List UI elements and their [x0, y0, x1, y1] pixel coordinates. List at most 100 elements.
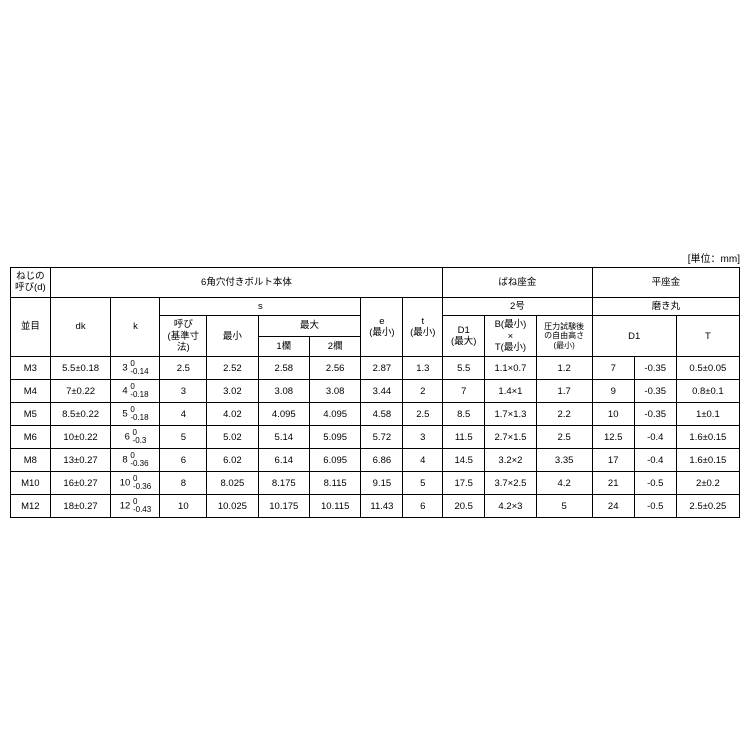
- cell: 8.115: [309, 472, 360, 495]
- h-bt: B(最小) × T(最小): [485, 316, 536, 357]
- cell: 8.5: [443, 403, 485, 426]
- cell: 8.5±0.22: [50, 403, 111, 426]
- cell: 10.175: [258, 495, 309, 518]
- cell: 20.5: [443, 495, 485, 518]
- cell: M5: [11, 403, 51, 426]
- cell: 4.02: [207, 403, 258, 426]
- h-k: k: [111, 297, 160, 357]
- cell: 4 0-0.18: [111, 380, 160, 403]
- cell: 9: [592, 380, 634, 403]
- cell: 6: [403, 495, 443, 518]
- cell: 6.095: [309, 449, 360, 472]
- cell: 5.14: [258, 426, 309, 449]
- cell: 10.115: [309, 495, 360, 518]
- cell: 7: [592, 357, 634, 380]
- cell: 5: [160, 426, 207, 449]
- cell: 24: [592, 495, 634, 518]
- cell: 9.15: [361, 472, 403, 495]
- cell: -0.4: [634, 426, 676, 449]
- cell: 8.175: [258, 472, 309, 495]
- cell: 8.025: [207, 472, 258, 495]
- cell: 5 0-0.18: [111, 403, 160, 426]
- cell: 2.5: [403, 403, 443, 426]
- cell: 6.14: [258, 449, 309, 472]
- spec-table: ねじの 呼び(d) 6角穴付きボルト本体 ばね座金 平座金 並目 dk k s …: [10, 267, 740, 518]
- cell: M6: [11, 426, 51, 449]
- h-2go: 2号: [443, 297, 593, 315]
- cell: 1.6±0.15: [676, 449, 739, 472]
- cell: 11.43: [361, 495, 403, 518]
- h-saidai: 最大: [258, 316, 361, 337]
- cell: 2.5: [536, 426, 592, 449]
- table-row: M35.5±0.183 0-0.142.52.522.582.562.871.3…: [11, 357, 740, 380]
- cell: 12.5: [592, 426, 634, 449]
- cell: 6.02: [207, 449, 258, 472]
- cell: 3 0-0.14: [111, 357, 160, 380]
- cell: 2: [403, 380, 443, 403]
- h-migaki: 磨き丸: [592, 297, 739, 315]
- h-neji: ねじの 呼び(d): [11, 268, 51, 298]
- cell: 4: [160, 403, 207, 426]
- unit-label: [単位：mm]: [10, 250, 740, 265]
- cell: -0.35: [634, 357, 676, 380]
- cell: -0.4: [634, 449, 676, 472]
- h-dk: dk: [50, 297, 111, 357]
- cell: 4: [403, 449, 443, 472]
- cell: -0.35: [634, 380, 676, 403]
- cell: 2.5: [160, 357, 207, 380]
- cell: 6.86: [361, 449, 403, 472]
- cell: 2.56: [309, 357, 360, 380]
- cell: M3: [11, 357, 51, 380]
- cell: 4.58: [361, 403, 403, 426]
- cell: 6 0-0.3: [111, 426, 160, 449]
- cell: 6: [160, 449, 207, 472]
- cell: 7±0.22: [50, 380, 111, 403]
- h-d1: D1: [592, 316, 676, 357]
- cell: 21: [592, 472, 634, 495]
- cell: 3.35: [536, 449, 592, 472]
- h-ran1: 1欄: [258, 336, 309, 357]
- h-flat: 平座金: [592, 268, 739, 298]
- cell: 14.5: [443, 449, 485, 472]
- cell: 2±0.2: [676, 472, 739, 495]
- cell: 10: [160, 495, 207, 518]
- cell: -0.5: [634, 472, 676, 495]
- cell: 5.5±0.18: [50, 357, 111, 380]
- cell: 3.02: [207, 380, 258, 403]
- cell: 3: [160, 380, 207, 403]
- cell: -0.5: [634, 495, 676, 518]
- cell: 1±0.1: [676, 403, 739, 426]
- table-row: M1016±0.2710 0-0.3688.0258.1758.1159.155…: [11, 472, 740, 495]
- h-atsu: 圧力試験後 の自由高さ (最小): [536, 316, 592, 357]
- cell: 18±0.27: [50, 495, 111, 518]
- cell: 8 0-0.36: [111, 449, 160, 472]
- cell: 10±0.22: [50, 426, 111, 449]
- cell: 3.7×2.5: [485, 472, 536, 495]
- cell: 4.095: [309, 403, 360, 426]
- cell: 3.08: [258, 380, 309, 403]
- cell: 5.5: [443, 357, 485, 380]
- table-row: M58.5±0.225 0-0.1844.024.0954.0954.582.5…: [11, 403, 740, 426]
- cell: 2.2: [536, 403, 592, 426]
- cell: 17: [592, 449, 634, 472]
- cell: 11.5: [443, 426, 485, 449]
- cell: 2.7×1.5: [485, 426, 536, 449]
- h-spring: ばね座金: [443, 268, 593, 298]
- cell: 5.095: [309, 426, 360, 449]
- h-t: t (最小): [403, 297, 443, 357]
- cell: 1.2: [536, 357, 592, 380]
- cell: 4.095: [258, 403, 309, 426]
- cell: 3.44: [361, 380, 403, 403]
- h-s: s: [160, 297, 361, 315]
- cell: 5: [403, 472, 443, 495]
- cell: 4.2×3: [485, 495, 536, 518]
- h-namime: 並目: [11, 297, 51, 357]
- cell: 2.58: [258, 357, 309, 380]
- cell: 10 0-0.36: [111, 472, 160, 495]
- cell: 3.2×2: [485, 449, 536, 472]
- cell: 5.02: [207, 426, 258, 449]
- cell: M10: [11, 472, 51, 495]
- h-yobi: 呼び (基準寸法): [160, 316, 207, 357]
- cell: 1.7×1.3: [485, 403, 536, 426]
- cell: M8: [11, 449, 51, 472]
